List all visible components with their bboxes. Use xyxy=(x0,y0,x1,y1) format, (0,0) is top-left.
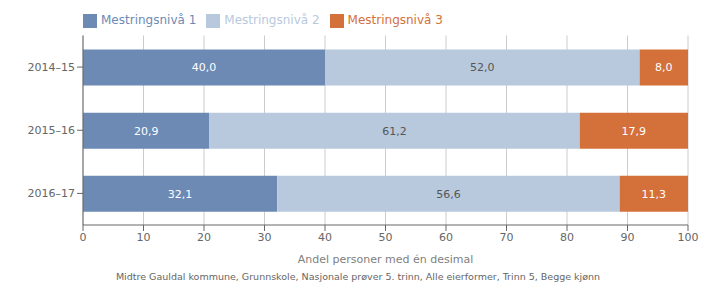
svg-text:100: 100 xyxy=(678,231,699,244)
html-text:Midtre Gauldal kommune, Grunns: Midtre Gauldal kommune, Grunnskole, Nasj… xyxy=(115,271,601,282)
svg-text:Andel personer med én desimal: Andel personer med én desimal xyxy=(298,253,474,266)
svg-text:17,9: 17,9 xyxy=(622,125,647,138)
svg-text:2014–15: 2014–15 xyxy=(28,61,76,74)
svg-text:11,3: 11,3 xyxy=(642,188,667,201)
svg-text:61,2: 61,2 xyxy=(382,125,407,138)
html-text:Mestringsnivå 2: Mestringsnivå 2 xyxy=(224,13,320,27)
svg-text:2016–17: 2016–17 xyxy=(28,187,76,200)
html-text:Mestringsnivå 1: Mestringsnivå 1 xyxy=(101,13,197,27)
svg-text:70: 70 xyxy=(500,231,514,244)
svg-text:30: 30 xyxy=(258,231,272,244)
svg-text:90: 90 xyxy=(621,231,635,244)
svg-text:8,0: 8,0 xyxy=(655,61,673,74)
svg-text:80: 80 xyxy=(560,231,574,244)
svg-text:60: 60 xyxy=(439,231,453,244)
svg-text:50: 50 xyxy=(379,231,393,244)
svg-text:0: 0 xyxy=(80,231,87,244)
svg-text:56,6: 56,6 xyxy=(436,188,461,201)
svg-text:52,0: 52,0 xyxy=(470,61,495,74)
svg-text:20,9: 20,9 xyxy=(134,125,159,138)
svg-text:32,1: 32,1 xyxy=(168,188,193,201)
svg-text:20: 20 xyxy=(197,231,211,244)
svg-text:2015–16: 2015–16 xyxy=(28,124,76,137)
html-text:Mestringsnivå 3: Mestringsnivå 3 xyxy=(347,13,443,27)
svg-text:40,0: 40,0 xyxy=(192,61,217,74)
svg-text:40: 40 xyxy=(318,231,332,244)
svg-text:10: 10 xyxy=(137,231,151,244)
